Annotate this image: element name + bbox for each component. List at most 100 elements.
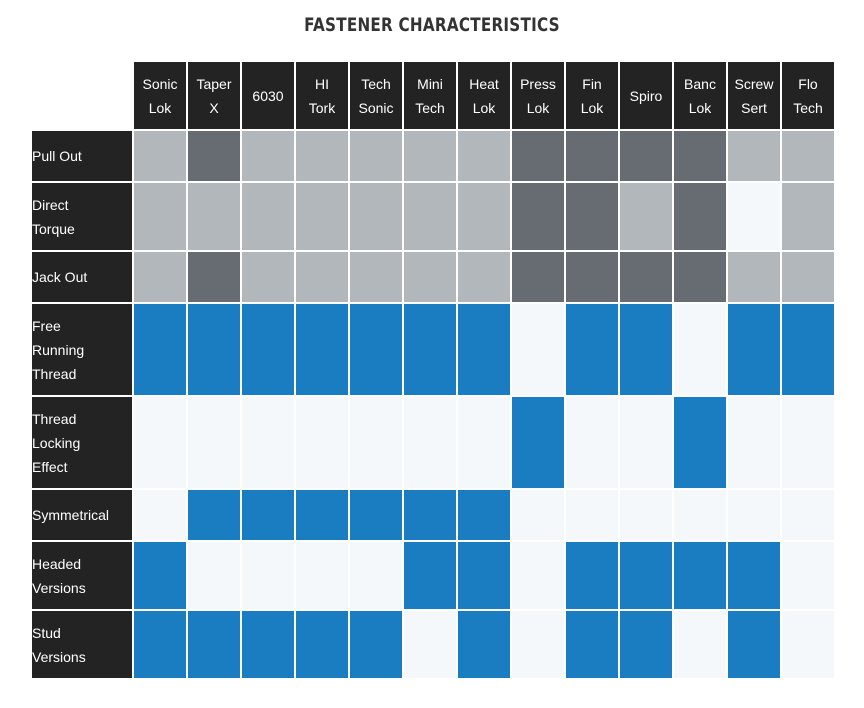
rating-cell <box>566 397 618 488</box>
column-header-label: Sonic Lok <box>142 75 178 116</box>
row-header: Jack Out <box>32 252 132 302</box>
rating-cell <box>134 131 186 181</box>
rating-cell <box>728 611 780 678</box>
rating-cell <box>188 397 240 488</box>
rating-cell <box>242 131 294 181</box>
rating-cell <box>188 304 240 395</box>
rating-cell <box>620 611 672 678</box>
rating-cell <box>512 131 564 181</box>
row-header-label: Headed Versions <box>32 555 86 596</box>
rating-cell <box>512 397 564 488</box>
column-header: Spiro <box>620 62 672 129</box>
rating-cell <box>242 542 294 609</box>
rating-cell <box>350 183 402 250</box>
rating-cell <box>296 397 348 488</box>
rating-cell <box>350 542 402 609</box>
rating-cell <box>620 252 672 302</box>
rating-cell <box>296 611 348 678</box>
column-header-label: Heat Lok <box>469 75 499 116</box>
rating-cell <box>782 397 834 488</box>
rating-cell <box>728 490 780 540</box>
rating-cell <box>782 131 834 181</box>
rating-cell <box>674 542 726 609</box>
rating-cell <box>674 490 726 540</box>
column-header-label: Taper X <box>196 75 232 116</box>
rating-cell <box>674 131 726 181</box>
rating-cell <box>782 611 834 678</box>
column-header-label: Press Lok <box>520 75 556 116</box>
table-row: Direct Torque <box>32 183 834 250</box>
row-header-label: Symmetrical <box>32 507 110 523</box>
column-header: 6030 <box>242 62 294 129</box>
rating-cell <box>512 252 564 302</box>
rating-cell <box>674 183 726 250</box>
rating-cell <box>350 611 402 678</box>
rating-cell <box>242 183 294 250</box>
rating-cell <box>512 304 564 395</box>
rating-cell <box>134 183 186 250</box>
column-header-label: 6030 <box>252 87 284 104</box>
column-header: Heat Lok <box>458 62 510 129</box>
rating-cell <box>188 131 240 181</box>
corner-cell <box>32 62 132 129</box>
rating-cell <box>296 183 348 250</box>
rating-cell <box>296 490 348 540</box>
rating-cell <box>134 611 186 678</box>
table-body: Pull Out Direct Torque Jack Out Free Runnin… <box>32 131 834 678</box>
rating-cell <box>188 252 240 302</box>
rating-cell <box>296 131 348 181</box>
rating-cell <box>458 304 510 395</box>
rating-cell <box>620 183 672 250</box>
rating-cell <box>134 397 186 488</box>
rating-cell <box>350 397 402 488</box>
rating-cell <box>728 304 780 395</box>
column-header: Sonic Lok <box>134 62 186 129</box>
column-header-label: Flo Tech <box>793 75 823 116</box>
rating-cell <box>566 252 618 302</box>
table-row: Stud Versions <box>32 611 834 678</box>
rating-cell <box>404 131 456 181</box>
column-header: Taper X <box>188 62 240 129</box>
column-header-label: Tech Sonic <box>358 75 394 116</box>
rating-cell <box>512 490 564 540</box>
rating-cell <box>404 252 456 302</box>
column-header: Screw Sert <box>728 62 780 129</box>
rating-cell <box>188 542 240 609</box>
rating-cell <box>674 611 726 678</box>
column-header-label: Mini Tech <box>415 75 445 116</box>
rating-cell <box>404 490 456 540</box>
row-header-label: Thread Locking Effect <box>32 410 81 475</box>
rating-cell <box>458 542 510 609</box>
table-row: Free Running Thread <box>32 304 834 395</box>
rating-cell <box>350 490 402 540</box>
rating-cell <box>728 183 780 250</box>
rating-cell <box>404 542 456 609</box>
rating-cell <box>620 397 672 488</box>
rating-cell <box>512 542 564 609</box>
rating-cell <box>188 490 240 540</box>
row-header: Direct Torque <box>32 183 132 250</box>
rating-cell <box>620 542 672 609</box>
rating-cell <box>242 490 294 540</box>
rating-cell <box>674 252 726 302</box>
rating-cell <box>296 542 348 609</box>
row-header-label: Stud Versions <box>32 624 86 665</box>
rating-cell <box>404 611 456 678</box>
rating-cell <box>728 131 780 181</box>
rating-cell <box>674 304 726 395</box>
rating-cell <box>404 304 456 395</box>
column-header-label: Screw Sert <box>734 75 774 116</box>
rating-cell <box>728 397 780 488</box>
rating-cell <box>620 304 672 395</box>
rating-cell <box>458 397 510 488</box>
row-header: Stud Versions <box>32 611 132 678</box>
characteristics-table: Sonic Lok Taper X 6030 HI Tork Tech Sonic Min… <box>30 60 836 680</box>
rating-cell <box>512 611 564 678</box>
rating-cell <box>458 611 510 678</box>
rating-cell <box>566 183 618 250</box>
rating-cell <box>242 397 294 488</box>
rating-cell <box>242 304 294 395</box>
row-header: Free Running Thread <box>32 304 132 395</box>
row-header: Headed Versions <box>32 542 132 609</box>
column-header-label: Banc Lok <box>684 75 716 116</box>
